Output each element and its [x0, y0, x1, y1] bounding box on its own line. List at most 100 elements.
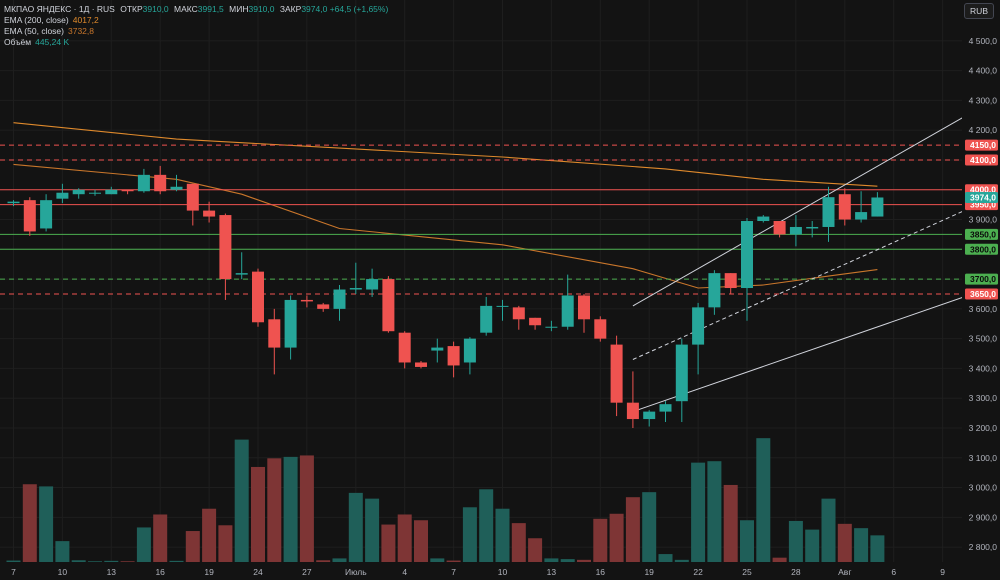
candle: [105, 186, 118, 195]
candle-body: [317, 304, 330, 309]
volume-bar: [788, 520, 803, 562]
candles: [7, 165, 884, 428]
candle-body: [578, 295, 590, 320]
volume-bar: [691, 462, 706, 562]
candle: [121, 189, 134, 195]
candle: [545, 320, 558, 332]
level-label: 4150,0: [970, 140, 996, 150]
volume-bar: [821, 498, 836, 562]
volume-bar: [88, 561, 102, 562]
candle-body: [496, 305, 509, 307]
candle: [235, 252, 248, 280]
volume-bar: [120, 561, 135, 562]
candle: [496, 299, 509, 321]
ema50-row[interactable]: EMA (50, close) 3732,8: [4, 26, 388, 37]
volume-bar: [6, 560, 21, 562]
candle: [610, 335, 623, 417]
y-tick-label: 3 000,0: [969, 483, 998, 493]
volume-bar: [234, 439, 249, 562]
candle: [463, 337, 476, 375]
volume-bar: [707, 461, 722, 562]
y-tick-label: 3 100,0: [969, 453, 998, 463]
level-label: 4100,0: [970, 155, 996, 165]
grid: [0, 0, 962, 562]
x-tick-label: Июль: [345, 567, 367, 577]
volume-bar: [22, 484, 37, 562]
volume-bar: [397, 514, 412, 562]
level-labels: 4150,0 4100,0 4000,0 3950,0 3850,0 3800,0 3700…: [965, 139, 998, 300]
candle-body: [463, 338, 476, 363]
candle-body: [610, 344, 623, 403]
candle-body: [203, 210, 216, 217]
candle: [708, 270, 721, 315]
high-value: 3991,5: [197, 4, 224, 14]
x-tick-label: 4: [402, 567, 407, 577]
candle: [137, 168, 150, 193]
volume-bar: [414, 520, 428, 562]
candle-body: [643, 411, 656, 420]
candle-body: [300, 299, 313, 302]
volume-bar: [39, 486, 54, 562]
candle-body: [724, 273, 737, 289]
volume-bar: [511, 523, 526, 562]
volume-bar: [348, 492, 363, 562]
volume-bar: [299, 455, 314, 562]
volume-bar: [805, 529, 820, 562]
candle-body: [855, 212, 868, 220]
candle-body: [545, 326, 558, 328]
candle: [692, 302, 705, 375]
candle: [594, 316, 607, 342]
level-label: 3650,0: [970, 289, 996, 299]
x-tick-label: Авг: [838, 567, 851, 577]
volume-bar: [381, 524, 396, 562]
volume-bar: [837, 523, 852, 562]
level-label-bg: [965, 139, 998, 151]
trend-channel: [632, 95, 1000, 413]
candle: [284, 295, 297, 360]
volume-bar: [71, 560, 86, 562]
y-tick-label: 4 400,0: [969, 66, 998, 76]
candle-body: [741, 221, 753, 289]
y-tick-label: 2 900,0: [969, 512, 998, 522]
candle: [382, 276, 395, 333]
candle-body: [186, 183, 199, 211]
candle-body: [366, 279, 379, 290]
y-tick-label: 3 600,0: [969, 304, 998, 314]
y-tick-label: 3 400,0: [969, 363, 998, 373]
candle-body: [219, 215, 232, 280]
volume-bar: [218, 525, 233, 562]
candle: [724, 273, 737, 294]
y-tick-label: 3 500,0: [969, 334, 998, 344]
currency-button[interactable]: RUB: [964, 3, 994, 19]
candle-body: [349, 288, 362, 290]
candle-body: [268, 319, 281, 348]
ema200-row[interactable]: EMA (200, close) 4017,2: [4, 15, 388, 26]
x-tick-label: 19: [644, 567, 654, 577]
x-tick-label: 22: [693, 567, 703, 577]
candle-body: [23, 200, 36, 232]
level-label-bg: [965, 273, 998, 285]
candle: [23, 197, 36, 236]
volume-bar: [609, 513, 624, 562]
ema50-line: [13, 163, 878, 289]
y-tick-label: 3 900,0: [969, 215, 998, 225]
volume-bar: [153, 514, 168, 562]
candle: [578, 293, 590, 333]
level-label: 3950,0: [970, 200, 996, 210]
low-value: 3910,0: [248, 4, 275, 14]
x-tick-label: 25: [742, 567, 752, 577]
candle-body: [561, 295, 574, 327]
volume-bar: [854, 528, 869, 562]
volume-bar: [55, 541, 70, 562]
volume-bar: [136, 527, 151, 562]
volume-bar: [674, 559, 689, 562]
price-levels: [0, 144, 962, 295]
volume-bar: [202, 508, 217, 562]
candle: [186, 183, 199, 226]
ema200-label: EMA (200, close): [4, 15, 69, 25]
candle: [154, 165, 167, 195]
volume-row[interactable]: Объём 445,24 K: [4, 37, 388, 48]
change-value: +64,5 (+1,65%): [329, 4, 389, 14]
volume-bar: [625, 497, 640, 562]
